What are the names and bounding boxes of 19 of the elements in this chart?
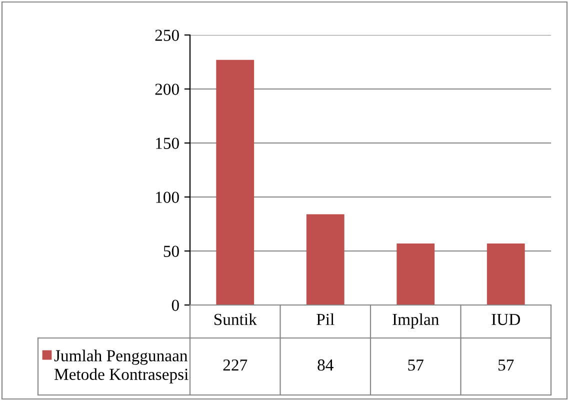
bar [306, 214, 344, 305]
y-tick-label: 0 [172, 300, 179, 311]
y-tick-label: 100 [156, 192, 179, 203]
x-tick-label: IUD [492, 314, 520, 326]
x-tick-label: Implan [392, 313, 439, 328]
x-tick-label: Pil [316, 313, 334, 325]
y-tick-label: 150 [156, 138, 179, 149]
bar [216, 60, 254, 305]
bar [486, 243, 525, 305]
y-tick-label: 250 [155, 30, 179, 41]
y-tick-label: 200 [155, 84, 179, 95]
legend-label: Jumlah Penggunaan Metode Kontrasepsi [54, 350, 188, 384]
bar [396, 243, 435, 305]
data-label: 227 [223, 359, 248, 371]
data-label: 57 [408, 360, 424, 371]
y-tick-label: 50 [164, 246, 179, 257]
data-label: 57 [498, 360, 514, 371]
x-tick-label: Suntik [214, 313, 257, 326]
data-label: 84 [318, 359, 334, 371]
